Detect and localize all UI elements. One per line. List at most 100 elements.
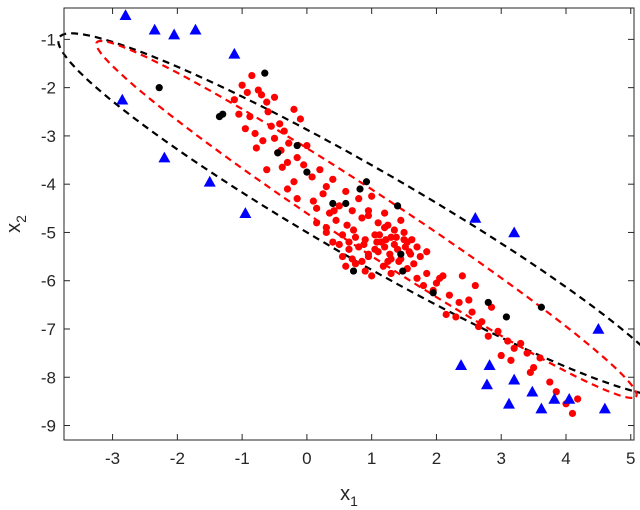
red-point (270, 134, 279, 142)
red-point (471, 281, 479, 290)
blue-triangle-point (548, 392, 561, 404)
blue-triangle-point (502, 397, 515, 409)
black-point (155, 84, 163, 92)
blue-triangle-point (455, 359, 468, 370)
red-point (241, 125, 249, 133)
red-point (235, 110, 243, 118)
blue-triangle-point (563, 392, 576, 404)
red-point (507, 356, 515, 364)
red-point (364, 211, 373, 220)
red-point (343, 221, 351, 229)
red-point (251, 129, 259, 138)
red-point (342, 262, 350, 270)
red-point (280, 127, 288, 135)
red-point (243, 88, 251, 97)
data-points (116, 9, 611, 418)
red-point (484, 332, 492, 340)
blue-triangle-point (526, 385, 539, 397)
red-point (252, 144, 260, 152)
y-axis-ticks: -9 -8 -7 -6 -5 -4 -3 -2 -1 (41, 30, 634, 436)
blue-triangle-point (119, 9, 132, 21)
red-point (230, 96, 238, 104)
red-point (381, 243, 389, 251)
y-tick-label: -2 (41, 79, 56, 98)
red-point (395, 257, 403, 266)
red-point (338, 231, 347, 239)
red-point (510, 344, 518, 352)
red-point (355, 195, 363, 203)
red-point (263, 98, 271, 106)
black-point (429, 289, 437, 297)
blue-triangle-point (228, 47, 241, 59)
x-tick-label: 5 (626, 449, 635, 468)
red-point (374, 219, 382, 227)
red-point (381, 224, 389, 232)
plot-area (57, 9, 640, 418)
red-point (375, 231, 384, 239)
red-point (423, 248, 431, 256)
blue-triangle-point (148, 23, 161, 35)
red-point (526, 368, 534, 377)
axes-box (63, 7, 635, 441)
red-point (410, 260, 418, 268)
red-point (419, 281, 428, 290)
red-point (497, 351, 505, 360)
red-point (436, 274, 444, 282)
red-point (313, 204, 321, 212)
red-point (523, 349, 531, 357)
red-point (338, 252, 347, 261)
blue-triangle-point (189, 23, 202, 35)
black-point (399, 267, 407, 275)
red-point (342, 187, 350, 196)
red-point (468, 308, 476, 316)
red-point (267, 122, 275, 130)
red-point (316, 166, 324, 174)
red-point (290, 178, 298, 186)
black-dashed-ellipse (57, 32, 640, 394)
red-point (379, 262, 387, 270)
red-point (283, 185, 292, 193)
red-point (465, 296, 473, 304)
red-point (405, 248, 413, 256)
black-point (349, 267, 358, 275)
red-point (546, 378, 554, 386)
red-point (322, 182, 330, 191)
black-point (303, 168, 311, 176)
y-tick-label: -3 (41, 127, 56, 146)
x-axis-ticks: -3 -2 -1 0 1 2 3 4 5 (105, 8, 635, 468)
red-point (248, 71, 256, 80)
blue-triangle-point (469, 211, 482, 223)
blue-triangle-point (598, 402, 611, 414)
red-point (332, 216, 340, 224)
red-point (319, 190, 327, 198)
red-point (381, 209, 389, 217)
red-dashed-ellipse (95, 39, 638, 399)
y-tick-label: -7 (41, 320, 56, 339)
red-point (494, 327, 502, 335)
red-point (309, 197, 317, 205)
red-point (458, 272, 466, 280)
red-point (360, 240, 368, 249)
red-point (445, 291, 453, 299)
blue-triangle-point (483, 359, 496, 370)
black-point (397, 250, 405, 258)
red-point (400, 228, 408, 237)
red-point (382, 236, 390, 244)
black-point (219, 110, 227, 118)
red-point (263, 166, 271, 174)
red-point (257, 91, 266, 99)
red-point (313, 219, 321, 227)
red-point (330, 207, 338, 215)
x-tick-label: -2 (170, 449, 185, 468)
red-point (401, 243, 409, 251)
red-point (474, 322, 483, 331)
black-point (537, 303, 545, 311)
red-point (568, 409, 577, 418)
x-axis-label: x1 (340, 483, 358, 509)
red-point (387, 269, 395, 278)
red-point (504, 337, 512, 345)
red-point (290, 105, 298, 113)
red-point (416, 252, 424, 261)
y-tick-label: -1 (41, 30, 56, 49)
red-point (329, 175, 337, 183)
